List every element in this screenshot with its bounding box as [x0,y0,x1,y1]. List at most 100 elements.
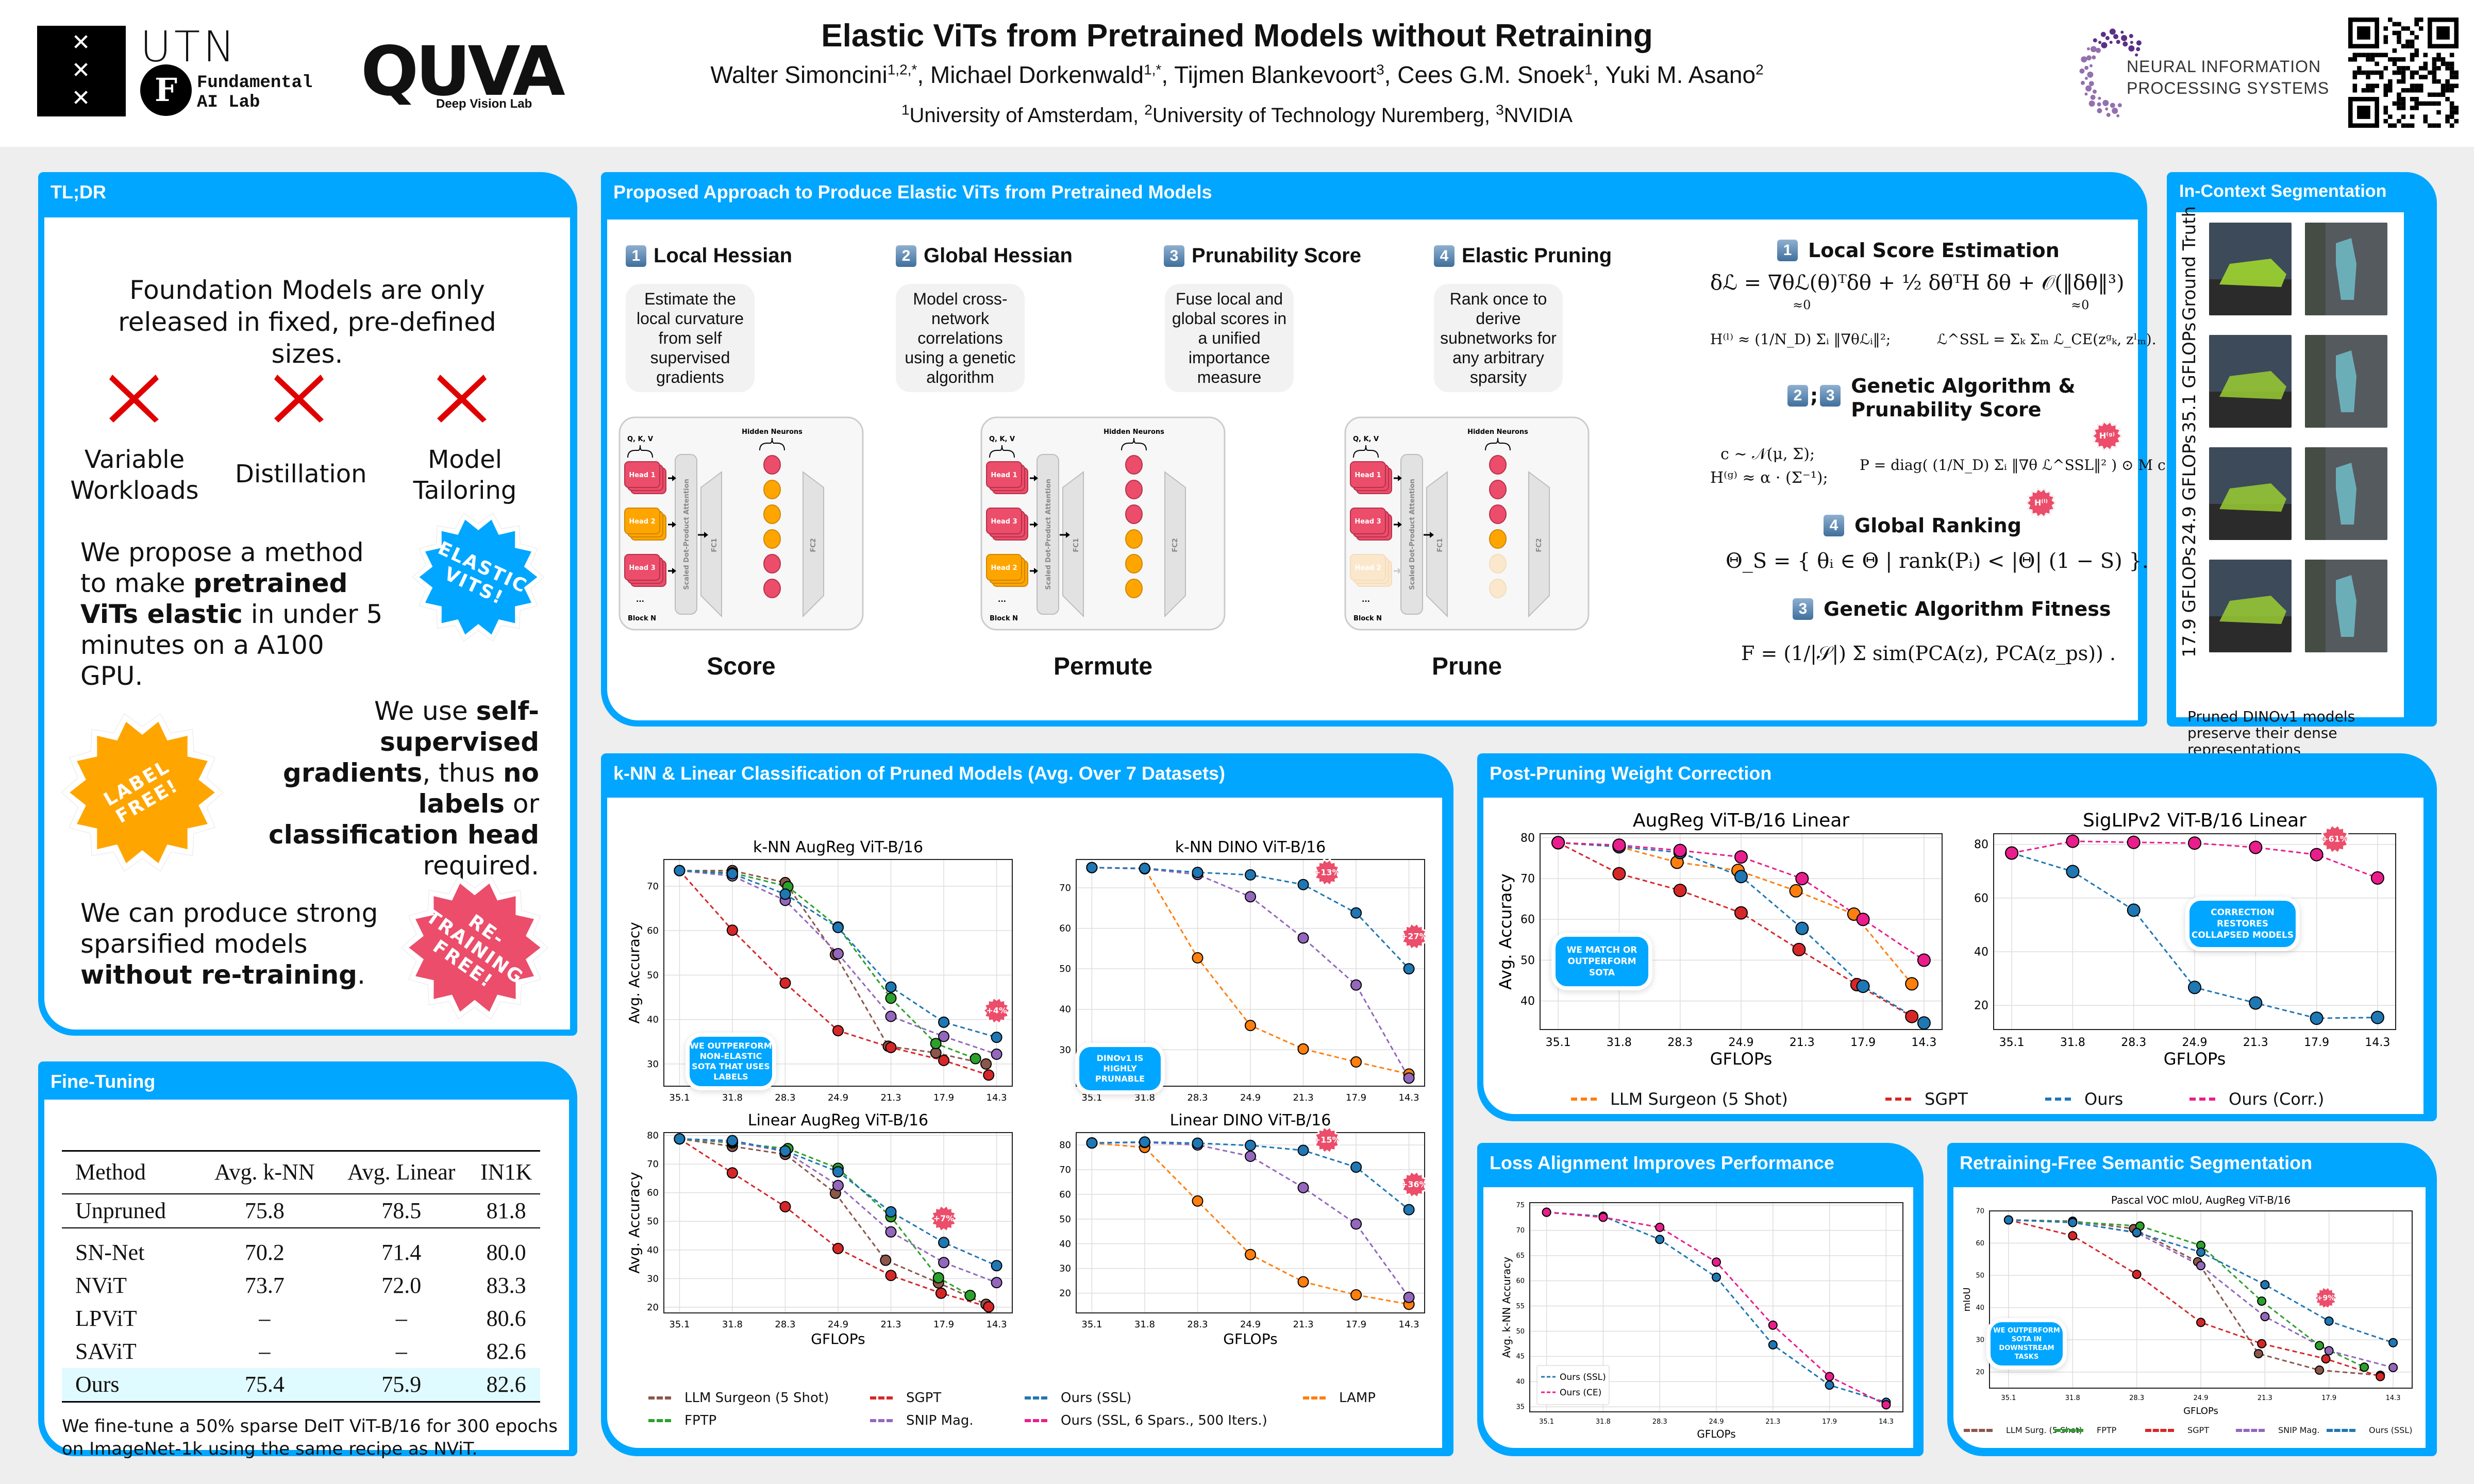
data-point [1734,850,1748,864]
y-axis-label: Avg. Accuracy [626,1172,643,1274]
legend-item: LLM Surgeon (5 Shot) [648,1390,829,1406]
y-tick-label: 70 [647,1159,659,1170]
qr-code[interactable] [2348,18,2459,128]
data-point [726,1135,738,1146]
legend-swatch [2189,1098,2215,1101]
y-tick-label: 80 [1974,838,1988,851]
data-point [832,948,844,959]
data-point [1825,1372,1834,1381]
hidden-neurons-label: Hidden Neurons [1467,428,1528,436]
x-tick-label: 35.1 [1539,1418,1554,1426]
poster-header: ✕ ✕ ✕ UTN F Fundamental AI Lab QUVA Deep V… [0,0,2474,147]
block-label: Block N [990,615,1018,622]
hidden-neuron [1489,554,1507,574]
y-axis-label: Avg. Accuracy [1496,873,1515,990]
tldr-title: TL;DR [51,181,106,203]
data-point [1297,932,1309,944]
table-row: LPViT – – 80.6 [62,1302,540,1335]
legend-swatch [2054,1428,2083,1432]
y-tick-label: 60 [647,1188,659,1199]
chart-linear-dino: Linear DINO ViT-B/16 20 30 40 50 60 70 80 35.1 31… [1059,1111,1429,1347]
data-point [1655,1222,1665,1232]
hidden-neuron [1125,529,1143,549]
table-cell: SN-Net [75,1240,145,1265]
legend-item: FPTP [2054,1425,2116,1435]
legend-swatch [2145,1428,2174,1432]
data-point [2388,1363,2398,1372]
y-tick-label: 50 [1520,954,1535,967]
legend-item: SGPT [870,1390,941,1406]
attention-head: Head 3 [986,508,1038,541]
table-header-row: Method Avg. k-NN Avg. Linear IN1K [62,1151,540,1194]
legend-item: Ours [2045,1089,2123,1109]
data-point [2066,834,2080,848]
block-label: Block N [628,615,656,622]
y-tick-label: 70 [647,881,659,892]
equation-sampling: c ∼ 𝒩(μ, Σ); [1720,445,1815,463]
data-point [1245,1020,1256,1032]
data-point [2127,903,2141,917]
data-point [1403,1204,1415,1216]
y-tick-label: 60 [1974,892,1988,905]
tldr-body: Foundation Models are only released in f… [44,217,570,1030]
affiliation: 2University of Technology Nuremberg [1144,102,1484,127]
y-tick-label: 40 [647,1245,659,1256]
data-point [885,1270,897,1281]
gain-badge [1399,1170,1429,1199]
y-tick-label: 40 [1059,1239,1071,1250]
incontext-caption: Pruned DINOv1 models preserve their dens… [2187,708,2355,758]
x-axis-label: GFLOPs [1223,1330,1277,1347]
y-tick-label: 40 [1974,946,1988,958]
gain-badge-label: +7% [933,1213,955,1223]
x-tick-label: 35.1 [669,1319,690,1330]
legend-item: SGPT [2145,1425,2209,1435]
table-row: SN-Net 70.2 71.4 80.0 [62,1228,540,1269]
data-point [2132,1270,2142,1279]
quva-logo: QUVA [361,32,565,111]
svg-text:Head 2: Head 2 [991,564,1017,572]
legend-swatch [870,1396,893,1399]
data-point [779,1201,791,1212]
data-point [1403,1291,1415,1303]
qkv-label: Q, K, V [1353,435,1379,443]
x-tick-label: 35.1 [1546,1036,1571,1049]
architecture-diagram: Q, K, V Hidden Neurons Scaled Dot-Produc… [980,416,1226,631]
data-point [1792,942,1806,956]
y-tick-label: 50 [1516,1328,1525,1336]
data-point [726,868,738,880]
table-cell: 82.6 [486,1372,526,1397]
data-point [1795,872,1809,886]
data-point [991,1032,1002,1043]
x-tick-label: 24.9 [828,1092,848,1103]
eq-heading-local: 1 Local Score Estimation [1777,239,2060,262]
hidden-neuron [1489,480,1507,499]
x-tick-label: 14.3 [1399,1092,1419,1103]
data-point [832,1179,844,1191]
data-point [938,1016,950,1028]
data-point [2068,1218,2078,1227]
approach-panel: Proposed Approach to Produce Elastic ViT… [601,172,2170,727]
data-point [1350,1161,1362,1173]
chart-linear-augreg: Linear AugReg ViT-B/16 20 30 40 50 60 70 80 35.1… [626,1111,1013,1347]
data-point [991,1277,1002,1289]
finetuning-panel: Fine-Tuning Method Avg. k-NN Avg. Linear… [38,1061,577,1459]
data-point [885,1041,897,1053]
y-tick-label: 75 [1516,1202,1525,1209]
knn-legend: LLM Surgeon (5 Shot) SGPT Ours (SSL) LAM… [648,1390,1422,1442]
legend-swatch [2045,1098,2071,1101]
hidden-neuron [1125,504,1143,524]
x-tick-label: 17.9 [1346,1319,1366,1330]
legend-item: Ours (Corr.) [2189,1089,2324,1109]
x-tick-label: 35.1 [1081,1319,1102,1330]
y-tick-label: 30 [647,1273,659,1284]
data-point [938,1055,950,1066]
data-point [2005,846,2019,860]
data-point [2388,1338,2398,1347]
legend-item: LLM Surg. (5 Shot) [1964,1425,2082,1435]
x-axis-label: GFLOPs [1697,1428,1735,1440]
y-tick-label: 65 [1516,1252,1525,1260]
hidden-neuron [1489,504,1507,524]
equation-underbrace-label: ≈0 [1793,298,1811,312]
y-tick-label: 50 [1976,1272,1984,1279]
x-tick-label: 31.8 [722,1092,743,1103]
